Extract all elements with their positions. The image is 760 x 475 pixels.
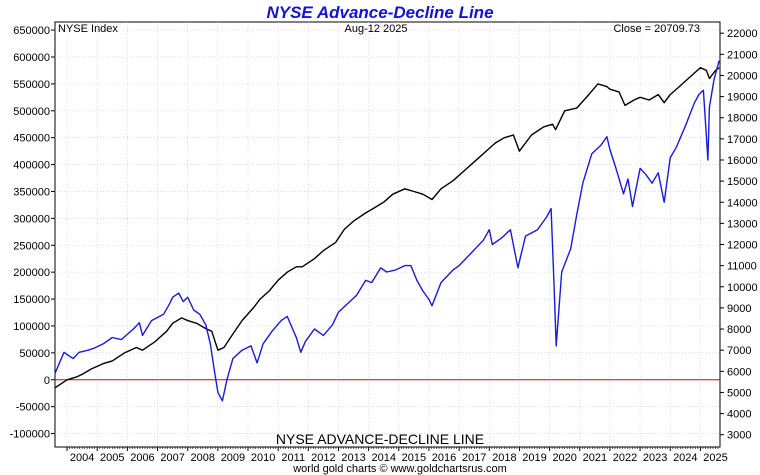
series-lines: [54, 60, 720, 402]
x-tick-label: 2016: [432, 452, 456, 464]
right-tick-label: 19000: [727, 92, 758, 104]
left-tick-label: 100000: [13, 321, 50, 333]
left-tick-label: -100000: [10, 429, 50, 441]
x-tick-label: 2012: [311, 452, 335, 464]
x-tick-label: 2025: [703, 452, 727, 464]
right-tick-label: 13000: [727, 218, 758, 230]
right-tick-label: 21000: [727, 49, 758, 61]
left-tick-label: 200000: [13, 267, 50, 279]
x-axis-label: NYSE ADVANCE-DECLINE LINE: [276, 431, 484, 447]
plot-frame: [54, 21, 721, 448]
x-tick-label: 2008: [191, 452, 215, 464]
left-tick-label: 650000: [13, 25, 50, 37]
right-tick-label: 14000: [727, 197, 758, 209]
x-tick-label: 2007: [160, 452, 184, 464]
left-tick-label: 350000: [13, 186, 50, 198]
left-tick-label: 300000: [13, 213, 50, 225]
subtitle-center: Aug-12 2025: [345, 23, 408, 35]
x-tick-label: 2004: [70, 452, 94, 464]
x-tick-label: 2011: [281, 452, 305, 464]
left-tick-label: 550000: [13, 79, 50, 91]
x-tick-label: 2009: [221, 452, 245, 464]
subtitle-left: NYSE Index: [58, 23, 118, 35]
right-tick-label: 12000: [727, 240, 758, 252]
right-tick-label: 10000: [727, 282, 758, 294]
right-tick-label: 9000: [727, 303, 751, 315]
x-tick-label: 2010: [251, 452, 275, 464]
right-tick-label: 18000: [727, 113, 758, 125]
x-tick-label: 2020: [552, 452, 576, 464]
x-tick-label: 2017: [462, 452, 486, 464]
x-tick-label: 2023: [643, 452, 667, 464]
left-tick-label: 450000: [13, 133, 50, 145]
nyse-index-line: [54, 60, 720, 402]
x-axis-ticks: 2004 2005 2006 2007 2008 2009 2010 2011 2012 2013…: [66, 447, 728, 464]
right-axis-ticks: 3000 4000 5000 6000 7000 8000 9000 10000 11000 12…: [720, 28, 758, 442]
x-tick-label: 2019: [522, 452, 546, 464]
left-tick-label: -50000: [16, 402, 50, 414]
left-tick-label: 400000: [13, 160, 50, 172]
subtitle-right: Close = 20709.73: [613, 23, 700, 35]
right-tick-label: 11000: [727, 261, 757, 273]
x-tick-label: 2014: [371, 452, 395, 464]
right-tick-label: 22000: [727, 28, 758, 40]
x-tick-label: 2005: [100, 452, 124, 464]
x-tick-label: 2006: [130, 452, 154, 464]
left-tick-label: 500000: [13, 106, 50, 118]
left-tick-label: 150000: [13, 294, 50, 306]
left-tick-label: 0: [44, 375, 50, 387]
right-tick-label: 4000: [727, 409, 751, 421]
x-tick-label: 2018: [492, 452, 516, 464]
x-tick-label: 2015: [402, 452, 426, 464]
right-tick-label: 6000: [727, 366, 751, 378]
right-tick-label: 17000: [727, 134, 758, 146]
x-tick-label: 2022: [613, 452, 637, 464]
right-tick-label: 20000: [727, 70, 758, 82]
advance-decline-line: [54, 66, 720, 389]
x-tick-label: 2013: [341, 452, 365, 464]
left-axis-ticks: -100000 -50000 0 50000 100000 150000 200000 250…: [10, 25, 55, 441]
right-tick-label: 3000: [727, 430, 751, 442]
right-tick-label: 8000: [727, 324, 751, 336]
x-tick-label: 2021: [583, 452, 607, 464]
right-tick-label: 16000: [727, 155, 758, 167]
right-tick-label: 7000: [727, 345, 751, 357]
left-tick-label: 50000: [19, 348, 50, 360]
chart-title: NYSE Advance-Decline Line: [266, 3, 493, 22]
left-tick-label: 250000: [13, 240, 50, 252]
grid: [55, 22, 720, 447]
right-tick-label: 15000: [727, 176, 758, 188]
right-tick-label: 5000: [727, 387, 751, 399]
credit-line: world gold charts © www.goldchartsrus.co…: [292, 463, 507, 475]
left-tick-label: 600000: [13, 52, 50, 64]
x-tick-label: 2024: [673, 452, 697, 464]
